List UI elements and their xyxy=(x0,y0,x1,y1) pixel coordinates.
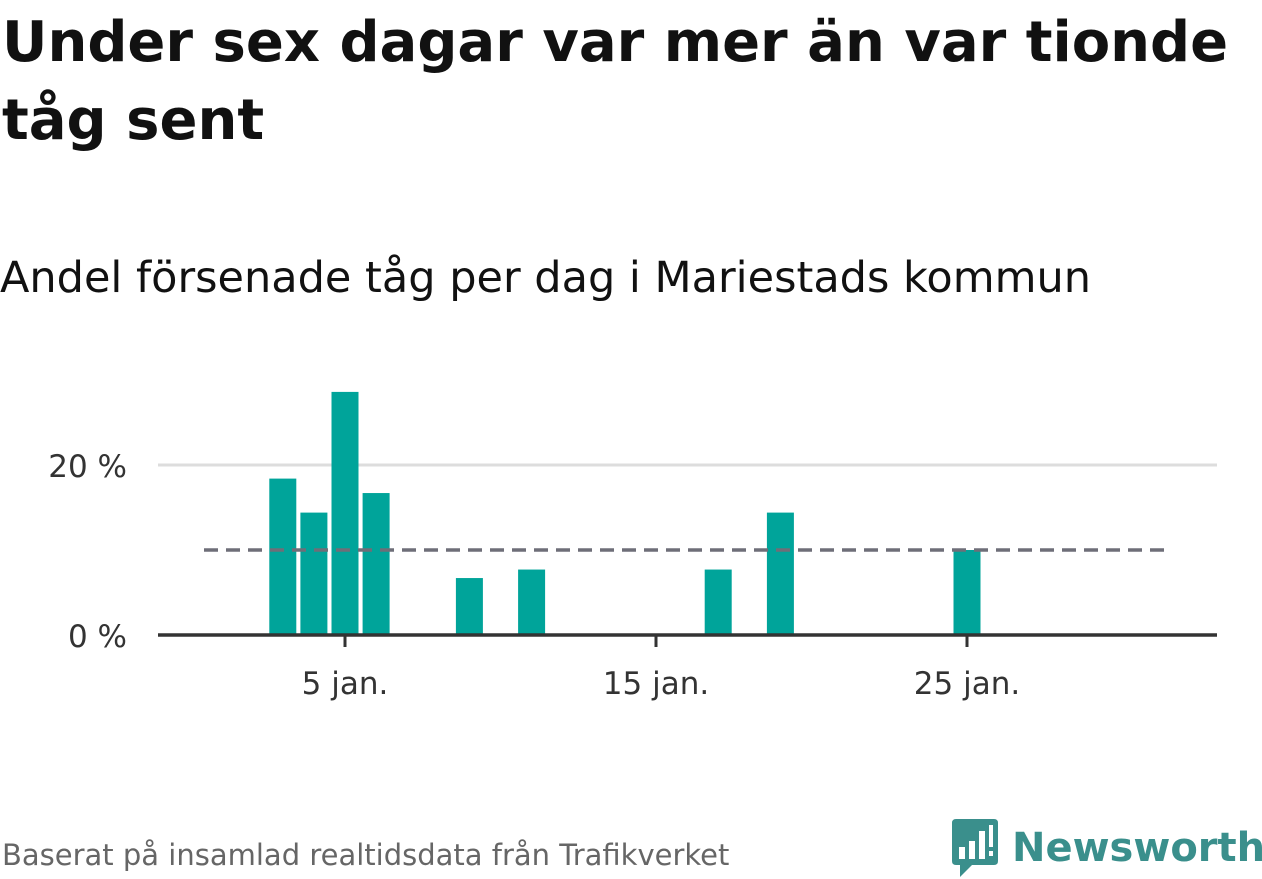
y-tick-label: 0 % xyxy=(68,619,127,655)
bar xyxy=(704,569,732,635)
bar xyxy=(455,578,483,635)
x-tick-label: 15 jan. xyxy=(603,666,709,702)
chart-subtitle: Andel försenade tåg per dag i Mariestads… xyxy=(0,253,1091,303)
newsworthy-logo-icon xyxy=(952,819,998,877)
bar xyxy=(953,550,981,635)
bar xyxy=(766,512,794,635)
brand-name: Newsworthy xyxy=(1012,825,1262,871)
brand-logo: Newsworthy xyxy=(950,818,1262,878)
bar xyxy=(518,569,546,635)
y-tick-label: 20 % xyxy=(48,449,127,485)
source-note: Baserat på insamlad realtidsdata från Tr… xyxy=(2,838,730,872)
bars xyxy=(269,391,981,635)
axes: 0 % 20 % 5 jan. 15 jan. 25 jan. xyxy=(48,449,1217,702)
x-tick-label: 5 jan. xyxy=(302,666,389,702)
bar xyxy=(331,391,359,635)
bar xyxy=(269,478,297,635)
bar xyxy=(300,512,328,635)
x-tick-label: 25 jan. xyxy=(914,666,1020,702)
bar xyxy=(362,493,390,635)
chart-title: Under sex dagar var mer än var tionde tå… xyxy=(2,10,1229,153)
bar-chart: 0 % 20 % 5 jan. 15 jan. 25 jan. xyxy=(48,391,1217,702)
